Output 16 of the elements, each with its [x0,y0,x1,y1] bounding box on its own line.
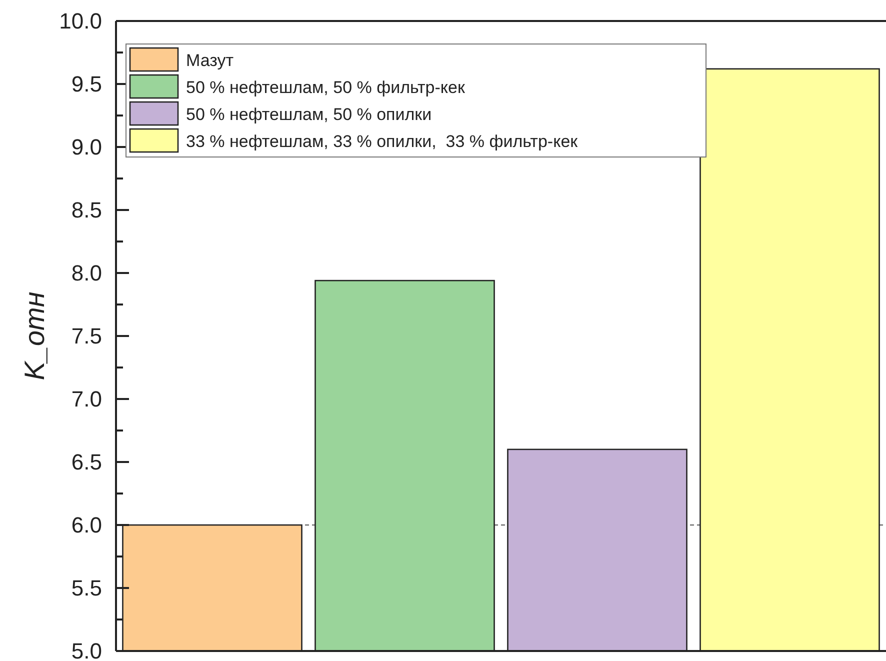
y-tick-label: 6.0 [71,512,102,538]
y-tick-label: 8.5 [71,198,102,223]
legend-label: 50 % нефтешлам, 50 % опилки [186,104,432,124]
y-tick-label: 9.0 [71,134,102,160]
legend-label: 50 % нефтешлам, 50 % фильтр-кек [186,78,466,97]
legend-label: Мазут [186,50,234,70]
y-tick-label: 6.5 [71,450,102,475]
legend-label: 33 % нефтешлам, 33 % опилки, 33 % фильтр-кек [186,132,578,151]
y-tick-label: 7.0 [71,386,102,412]
y-axis-title: K_отн [19,292,50,380]
y-tick-label: 8.0 [71,260,102,286]
y-tick-label: 10.0 [59,8,102,34]
y-tick-label: 5.0 [71,638,102,661]
y-tick-label: 7.5 [71,324,102,349]
y-tick-label: 9.5 [71,72,102,97]
y-tick-label: 5.5 [71,576,102,601]
